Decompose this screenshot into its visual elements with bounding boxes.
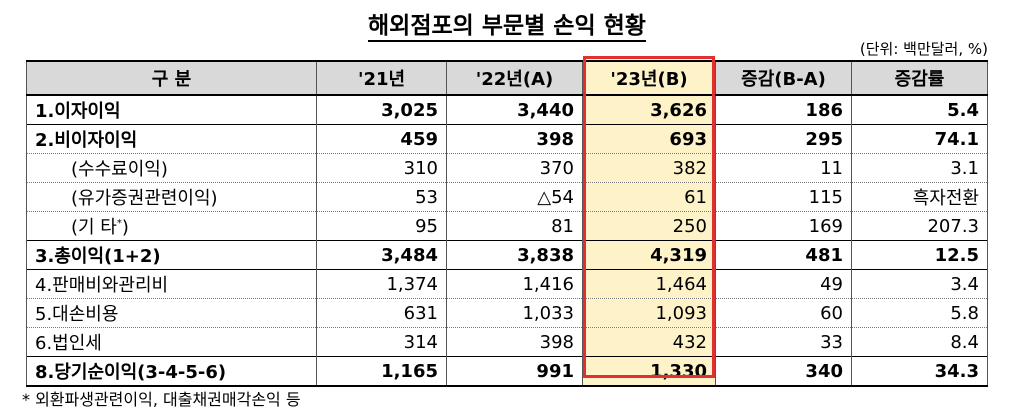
table-row: 1.이자이익 3,025 3,440 3,626 186 5.4 — [26, 94, 988, 125]
profit-table: 구 분 '21년 '22년(A) '23년(B) 증감(B-A) 증감률 1.이… — [26, 60, 988, 387]
value-change: 186 — [715, 94, 852, 125]
value-2021: 95 — [316, 211, 447, 241]
value-change-rate: 흑자전환 — [851, 182, 988, 212]
value-2022: △54 — [446, 182, 583, 212]
value-2022: 81 — [446, 211, 583, 241]
footnote-marker: * — [116, 218, 122, 229]
value-change: 169 — [715, 211, 852, 241]
row-label: 6.법인세 — [26, 327, 317, 357]
value-change-rate: 3.4 — [851, 269, 988, 299]
value-change: 33 — [715, 327, 852, 357]
value-change-rate: 5.4 — [851, 94, 988, 125]
value-change: 340 — [715, 356, 852, 387]
table-row: 8.당기순이익(3-4-5-6) 1,165 991 1,330 340 34.… — [26, 356, 988, 387]
value-change-rate: 8.4 — [851, 327, 988, 357]
table-row: 3.총이익(1+2) 3,484 3,838 4,319 481 12.5 — [26, 240, 988, 270]
value-2021: 631 — [316, 298, 447, 328]
value-2022: 3,440 — [446, 94, 583, 125]
value-2021: 3,025 — [316, 94, 447, 125]
value-change-rate: 5.8 — [851, 298, 988, 328]
value-change-rate: 12.5 — [851, 240, 988, 270]
value-2021: 1,165 — [316, 356, 447, 387]
row-label: 8.당기순이익(3-4-5-6) — [26, 356, 317, 387]
table-row: 4.판매비와관리비 1,374 1,416 1,464 49 3.4 — [26, 269, 988, 299]
value-2022: 370 — [446, 153, 583, 183]
value-2021: 314 — [316, 327, 447, 357]
value-2023: 4,319 — [582, 240, 716, 270]
value-2021: 310 — [316, 153, 447, 183]
table-header-row: 구 분 '21년 '22년(A) '23년(B) 증감(B-A) 증감률 — [26, 60, 988, 96]
value-change-rate: 34.3 — [851, 356, 988, 387]
value-2023: 250 — [582, 211, 716, 241]
table-row: (유가증권관련이익) 53 △54 61 115 흑자전환 — [26, 182, 988, 212]
value-2023: 382 — [582, 153, 716, 183]
value-change: 481 — [715, 240, 852, 270]
value-change-rate: 3.1 — [851, 153, 988, 183]
value-2023: 3,626 — [582, 94, 716, 125]
value-change: 49 — [715, 269, 852, 299]
page-title: 해외점포의 부문별 손익 현황 — [0, 6, 1014, 42]
value-change: 295 — [715, 124, 852, 154]
value-2022: 991 — [446, 356, 583, 387]
header-category: 구 분 — [26, 60, 317, 96]
header-change-rate: 증감률 — [851, 60, 988, 96]
value-2022: 398 — [446, 124, 583, 154]
header-2023: '23년(B) — [582, 60, 716, 96]
value-change: 11 — [715, 153, 852, 183]
value-2022: 1,416 — [446, 269, 583, 299]
value-2021: 459 — [316, 124, 447, 154]
row-label: 2.비이자이익 — [26, 124, 317, 154]
value-change-rate: 207.3 — [851, 211, 988, 241]
value-2023: 1,093 — [582, 298, 716, 328]
row-label: (기 타*) — [26, 211, 317, 241]
row-label: (수수료이익) — [26, 153, 317, 183]
footnote: * 외환파생관련이익, 대출채권매각손익 등 — [22, 390, 301, 409]
table-row: (수수료이익) 310 370 382 11 3.1 — [26, 153, 988, 183]
row-label: 4.판매비와관리비 — [26, 269, 317, 299]
table-row: 2.비이자이익 459 398 693 295 74.1 — [26, 124, 988, 154]
value-2021: 3,484 — [316, 240, 447, 270]
value-change: 60 — [715, 298, 852, 328]
value-2023: 61 — [582, 182, 716, 212]
header-2022: '22년(A) — [446, 60, 583, 96]
row-label: 1.이자이익 — [26, 94, 317, 125]
row-label: 3.총이익(1+2) — [26, 240, 317, 270]
value-2021: 1,374 — [316, 269, 447, 299]
value-2022: 398 — [446, 327, 583, 357]
table-row: 5.대손비용 631 1,033 1,093 60 5.8 — [26, 298, 988, 328]
unit-label: (단위: 백만달러, %) — [859, 40, 988, 58]
value-change-rate: 74.1 — [851, 124, 988, 154]
value-2023: 1,330 — [582, 356, 716, 387]
row-label: 5.대손비용 — [26, 298, 317, 328]
value-2022: 3,838 — [446, 240, 583, 270]
table-row: (기 타*) 95 81 250 169 207.3 — [26, 211, 988, 241]
value-2023: 432 — [582, 327, 716, 357]
value-2023: 693 — [582, 124, 716, 154]
row-label: (유가증권관련이익) — [26, 182, 317, 212]
header-2021: '21년 — [316, 60, 447, 96]
value-2021: 53 — [316, 182, 447, 212]
value-change: 115 — [715, 182, 852, 212]
header-change: 증감(B-A) — [715, 60, 852, 96]
value-2022: 1,033 — [446, 298, 583, 328]
value-2023: 1,464 — [582, 269, 716, 299]
table-row: 6.법인세 314 398 432 33 8.4 — [26, 327, 988, 357]
